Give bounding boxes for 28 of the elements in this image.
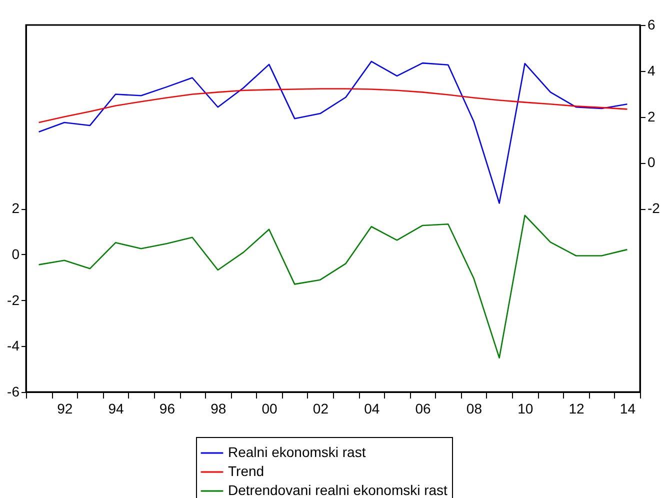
legend-label: Detrendovani realni ekonomski rast (228, 482, 448, 498)
legend-label: Trend (228, 463, 264, 479)
y-tick-label: -2 (7, 292, 20, 308)
y-tick-label: -6 (7, 384, 20, 400)
x-tick-label: 10 (518, 400, 534, 416)
line-series (38, 60, 628, 204)
x-tick-label: 06 (415, 400, 432, 416)
y2-tick-label: 0 (648, 154, 656, 170)
y-tick-label: 0 (12, 246, 20, 262)
x-tick-label: 08 (466, 400, 482, 416)
y2-tick-label: 4 (648, 62, 656, 78)
x-tick-label: 12 (568, 400, 585, 416)
x-tick-label: 92 (57, 400, 73, 416)
y-tick-label: 2 (12, 200, 20, 216)
legend-label: Realni ekonomski rast (228, 444, 366, 460)
line-series (38, 88, 628, 124)
x-tick-label: 02 (312, 400, 329, 416)
x-tick-label: 14 (620, 400, 636, 416)
x-tick-label: 96 (159, 400, 176, 416)
y-tick-label: -4 (7, 338, 20, 354)
y2-tick-label: 2 (648, 108, 656, 124)
y2-tick-label: 6 (648, 16, 656, 32)
line-series (38, 214, 628, 358)
x-tick-label: 94 (108, 400, 124, 416)
x-tick-label: 98 (210, 400, 226, 416)
x-tick-label: 04 (364, 400, 380, 416)
y2-tick-label: -2 (648, 200, 660, 216)
x-tick-label: 00 (262, 400, 278, 416)
